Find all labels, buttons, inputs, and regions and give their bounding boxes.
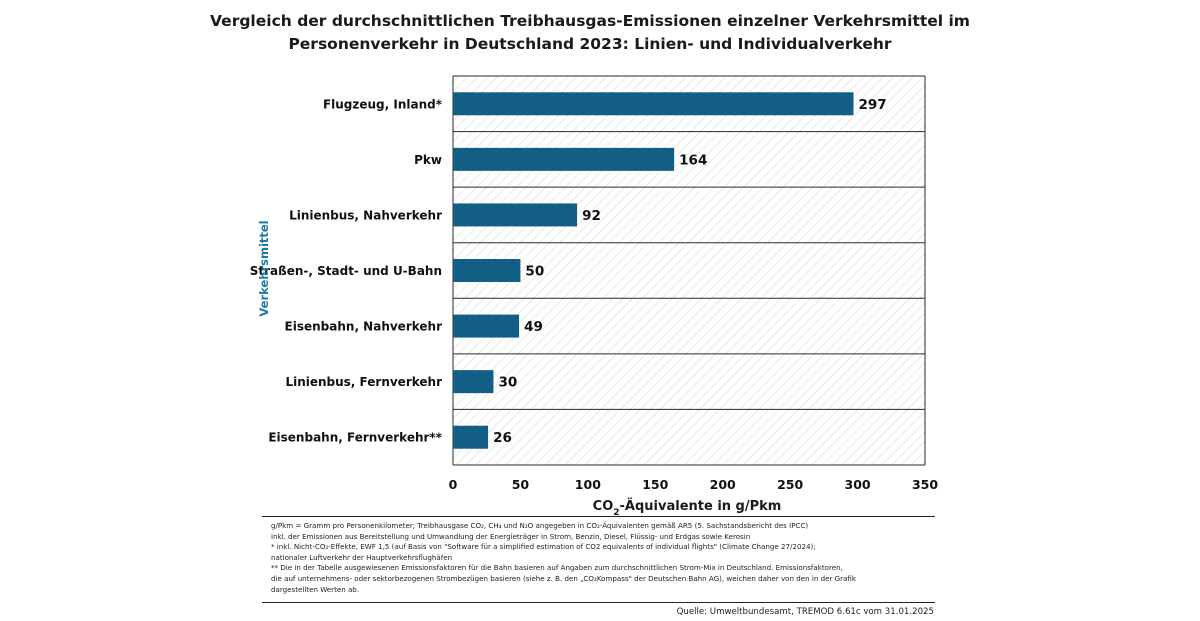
- x-tick-label: 300: [845, 477, 871, 492]
- bar: [453, 92, 854, 116]
- y-axis-label: Verkehrsmittel: [257, 220, 271, 316]
- x-tick-labels: 0 50 100 150 200 250 300 350: [449, 477, 939, 492]
- bar-value-label: 49: [524, 319, 543, 335]
- bar: [453, 314, 520, 338]
- bar-value-labels: 297 164 92 50 49 30 26: [493, 97, 887, 446]
- footnote-line: nationaler Luftverkehr der Hauptverkehrs…: [271, 552, 453, 562]
- x-tick-label: 350: [912, 477, 938, 492]
- x-axis-label-sub: 2: [613, 508, 619, 518]
- footnote-line: * inkl. Nicht-CO₂-Effekte, EWF 1,5 (auf …: [271, 542, 816, 552]
- category-label: Linienbus, Nahverkehr: [289, 208, 442, 222]
- chart-title-line-1: Vergleich der durchschnittlichen Treibha…: [210, 12, 970, 30]
- footnote-line: dargestellten Werten ab.: [271, 584, 360, 594]
- notes-top-rule: [262, 516, 935, 517]
- bar: [453, 370, 494, 394]
- bar: [453, 259, 521, 282]
- footnotes: g/Pkm = Gramm pro Personenkilometer; Tre…: [271, 521, 936, 595]
- x-tick-label: 100: [575, 477, 601, 492]
- bar-value-label: 297: [859, 97, 887, 113]
- chart-title-line-2: Personenverkehr in Deutschland 2023: Lin…: [288, 35, 892, 53]
- bars: [453, 92, 854, 449]
- notes-bottom-rule: [262, 602, 935, 603]
- footnote-line: die auf unternehmens- oder sektorbezogen…: [271, 573, 856, 583]
- source-note: Quelle: Umweltbundesamt, TREMOD 6.61c vo…: [676, 607, 934, 617]
- bar-value-label: 50: [525, 264, 544, 280]
- x-tick-label: 150: [642, 477, 668, 492]
- x-tick-label: 200: [710, 477, 736, 492]
- category-label: Linienbus, Fernverkehr: [285, 375, 442, 389]
- bar: [453, 203, 578, 227]
- footnote-line: inkl. der Emissionen aus Bereitstellung …: [271, 531, 751, 541]
- bar: [453, 425, 489, 449]
- bar-value-label: 30: [498, 375, 517, 391]
- chart-title: Vergleich der durchschnittlichen Treibha…: [200, 10, 980, 56]
- x-axis-label-post: -Äquivalente in g/Pkm: [620, 498, 782, 514]
- x-tick-label: 50: [512, 477, 530, 492]
- bar: [453, 147, 675, 171]
- x-tick-label: 250: [777, 477, 803, 492]
- category-label: Flugzeug, Inland*: [323, 97, 443, 111]
- bar-value-label: 92: [582, 208, 601, 224]
- x-axis-label-pre: CO: [593, 499, 614, 514]
- x-tick-label: 0: [449, 477, 458, 492]
- footnote-line: ** Die in der Tabelle ausgewiesenen Emis…: [271, 563, 843, 573]
- category-label: Eisenbahn, Nahverkehr: [285, 320, 443, 334]
- bar-value-label: 164: [679, 152, 707, 168]
- category-label: Straßen-, Stadt- und U-Bahn: [250, 264, 442, 278]
- gridlines: [452, 75, 926, 466]
- bar-chart: 297 164 92 50 49 30 26 Flugzeug, Inland* Pkw Lin…: [250, 75, 939, 518]
- plot-area: [453, 76, 925, 465]
- x-axis-label: CO2-Äquivalente in g/Pkm: [593, 498, 782, 518]
- footnote-line: g/Pkm = Gramm pro Personenkilometer; Tre…: [271, 521, 809, 530]
- category-label: Eisenbahn, Fernverkehr**: [268, 431, 442, 445]
- category-labels: Flugzeug, Inland* Pkw Linienbus, Nahverkeh…: [250, 97, 443, 444]
- category-label: Pkw: [414, 153, 442, 167]
- bar-value-label: 26: [493, 430, 512, 446]
